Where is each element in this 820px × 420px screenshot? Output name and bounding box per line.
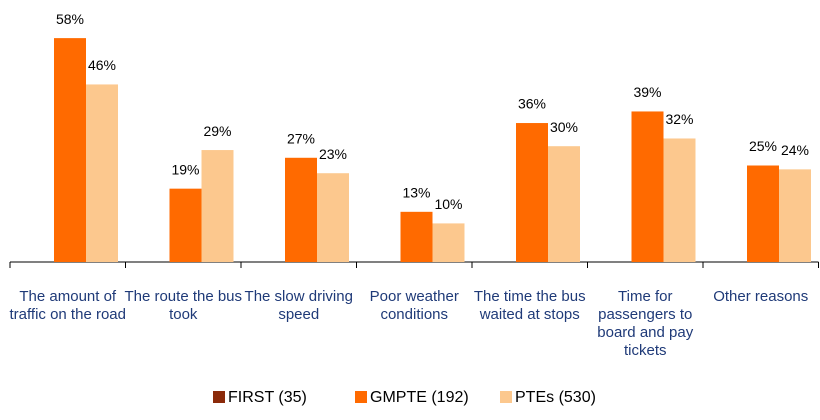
x-tick-label: The route the bus took — [124, 288, 243, 323]
bar — [400, 211, 433, 262]
bar — [548, 146, 580, 262]
bar — [54, 38, 86, 263]
value-label: 10% — [434, 196, 462, 212]
bar — [631, 111, 664, 263]
bar — [169, 188, 202, 262]
value-label: 36% — [518, 96, 546, 112]
value-label: 23% — [319, 146, 347, 162]
x-tick-label: Other reasons — [713, 288, 809, 305]
bar — [432, 223, 465, 262]
value-label: 46% — [88, 57, 116, 73]
legend-label: FIRST (35) — [228, 389, 307, 406]
legend-swatch — [500, 391, 512, 403]
legend-swatch — [213, 391, 225, 403]
value-label: 27% — [287, 130, 315, 146]
legend-label: GMPTE (192) — [370, 389, 469, 406]
value-label: 19% — [171, 161, 199, 177]
x-tick-label: The amount of traffic on the road — [9, 288, 126, 323]
bar — [779, 169, 811, 262]
value-label: 30% — [550, 119, 578, 135]
value-label: 13% — [402, 185, 430, 201]
value-label: 39% — [633, 84, 661, 100]
bar — [516, 123, 548, 262]
legend-label: PTEs (530) — [515, 389, 596, 406]
bar — [285, 157, 317, 262]
bar — [747, 165, 779, 262]
bar — [317, 173, 349, 262]
bar — [201, 150, 234, 262]
value-label: 29% — [203, 123, 231, 139]
bar — [86, 84, 118, 262]
value-label: 25% — [749, 138, 777, 154]
value-label: 24% — [781, 142, 809, 158]
x-tick-label: The time the bus waited at stops — [473, 288, 586, 323]
value-label: 32% — [665, 111, 693, 127]
x-tick-label: The slow driving speed — [244, 288, 353, 323]
value-label: 58% — [56, 11, 84, 27]
x-tick-label: Poor weather conditions — [369, 288, 459, 323]
legend-swatch — [355, 391, 367, 403]
bar — [663, 138, 696, 262]
x-tick-label: Time for passengers to board and pay tic… — [597, 288, 694, 359]
